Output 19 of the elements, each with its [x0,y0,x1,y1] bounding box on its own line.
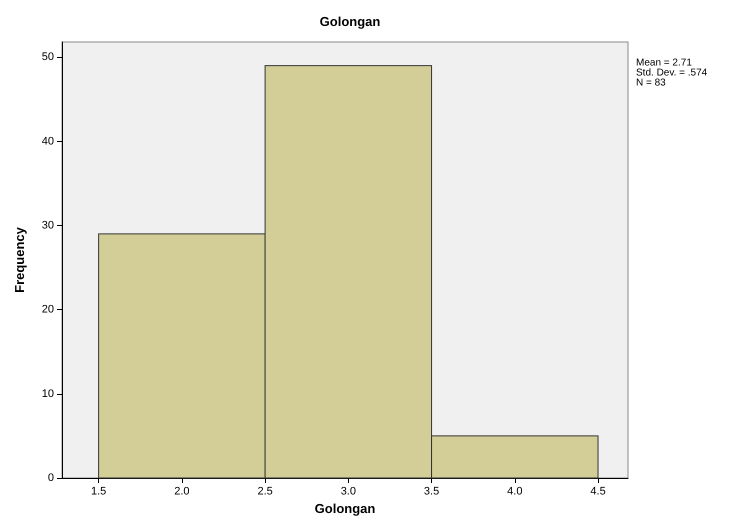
x-tick-label: 2.5 [257,486,273,498]
y-tick-label: 40 [42,135,54,148]
x-axis-title: Golongan [314,500,376,516]
y-tick-label: 10 [42,388,54,400]
x-tick-label: 4.5 [590,486,606,498]
x-tick-label: 1.5 [90,486,106,498]
x-tick-label: 3.0 [340,486,356,498]
x-tick-label: 3.5 [424,486,440,498]
y-tick-label: 30 [42,219,54,232]
text: Mean = 2.71 [636,58,692,68]
y-tick-label: 0 [48,472,54,484]
text: N = 83 [636,78,666,88]
x-tick-label: 2.0 [174,486,190,498]
chart-title: Golongan [320,14,380,29]
x-tick-label: 4.0 [507,486,522,498]
y-tick-label: 50 [42,51,54,64]
y-tick-label: 20 [42,304,54,316]
y-axis-title: Frequency [12,226,27,293]
text: Std. Dev. = .574 [636,68,708,78]
